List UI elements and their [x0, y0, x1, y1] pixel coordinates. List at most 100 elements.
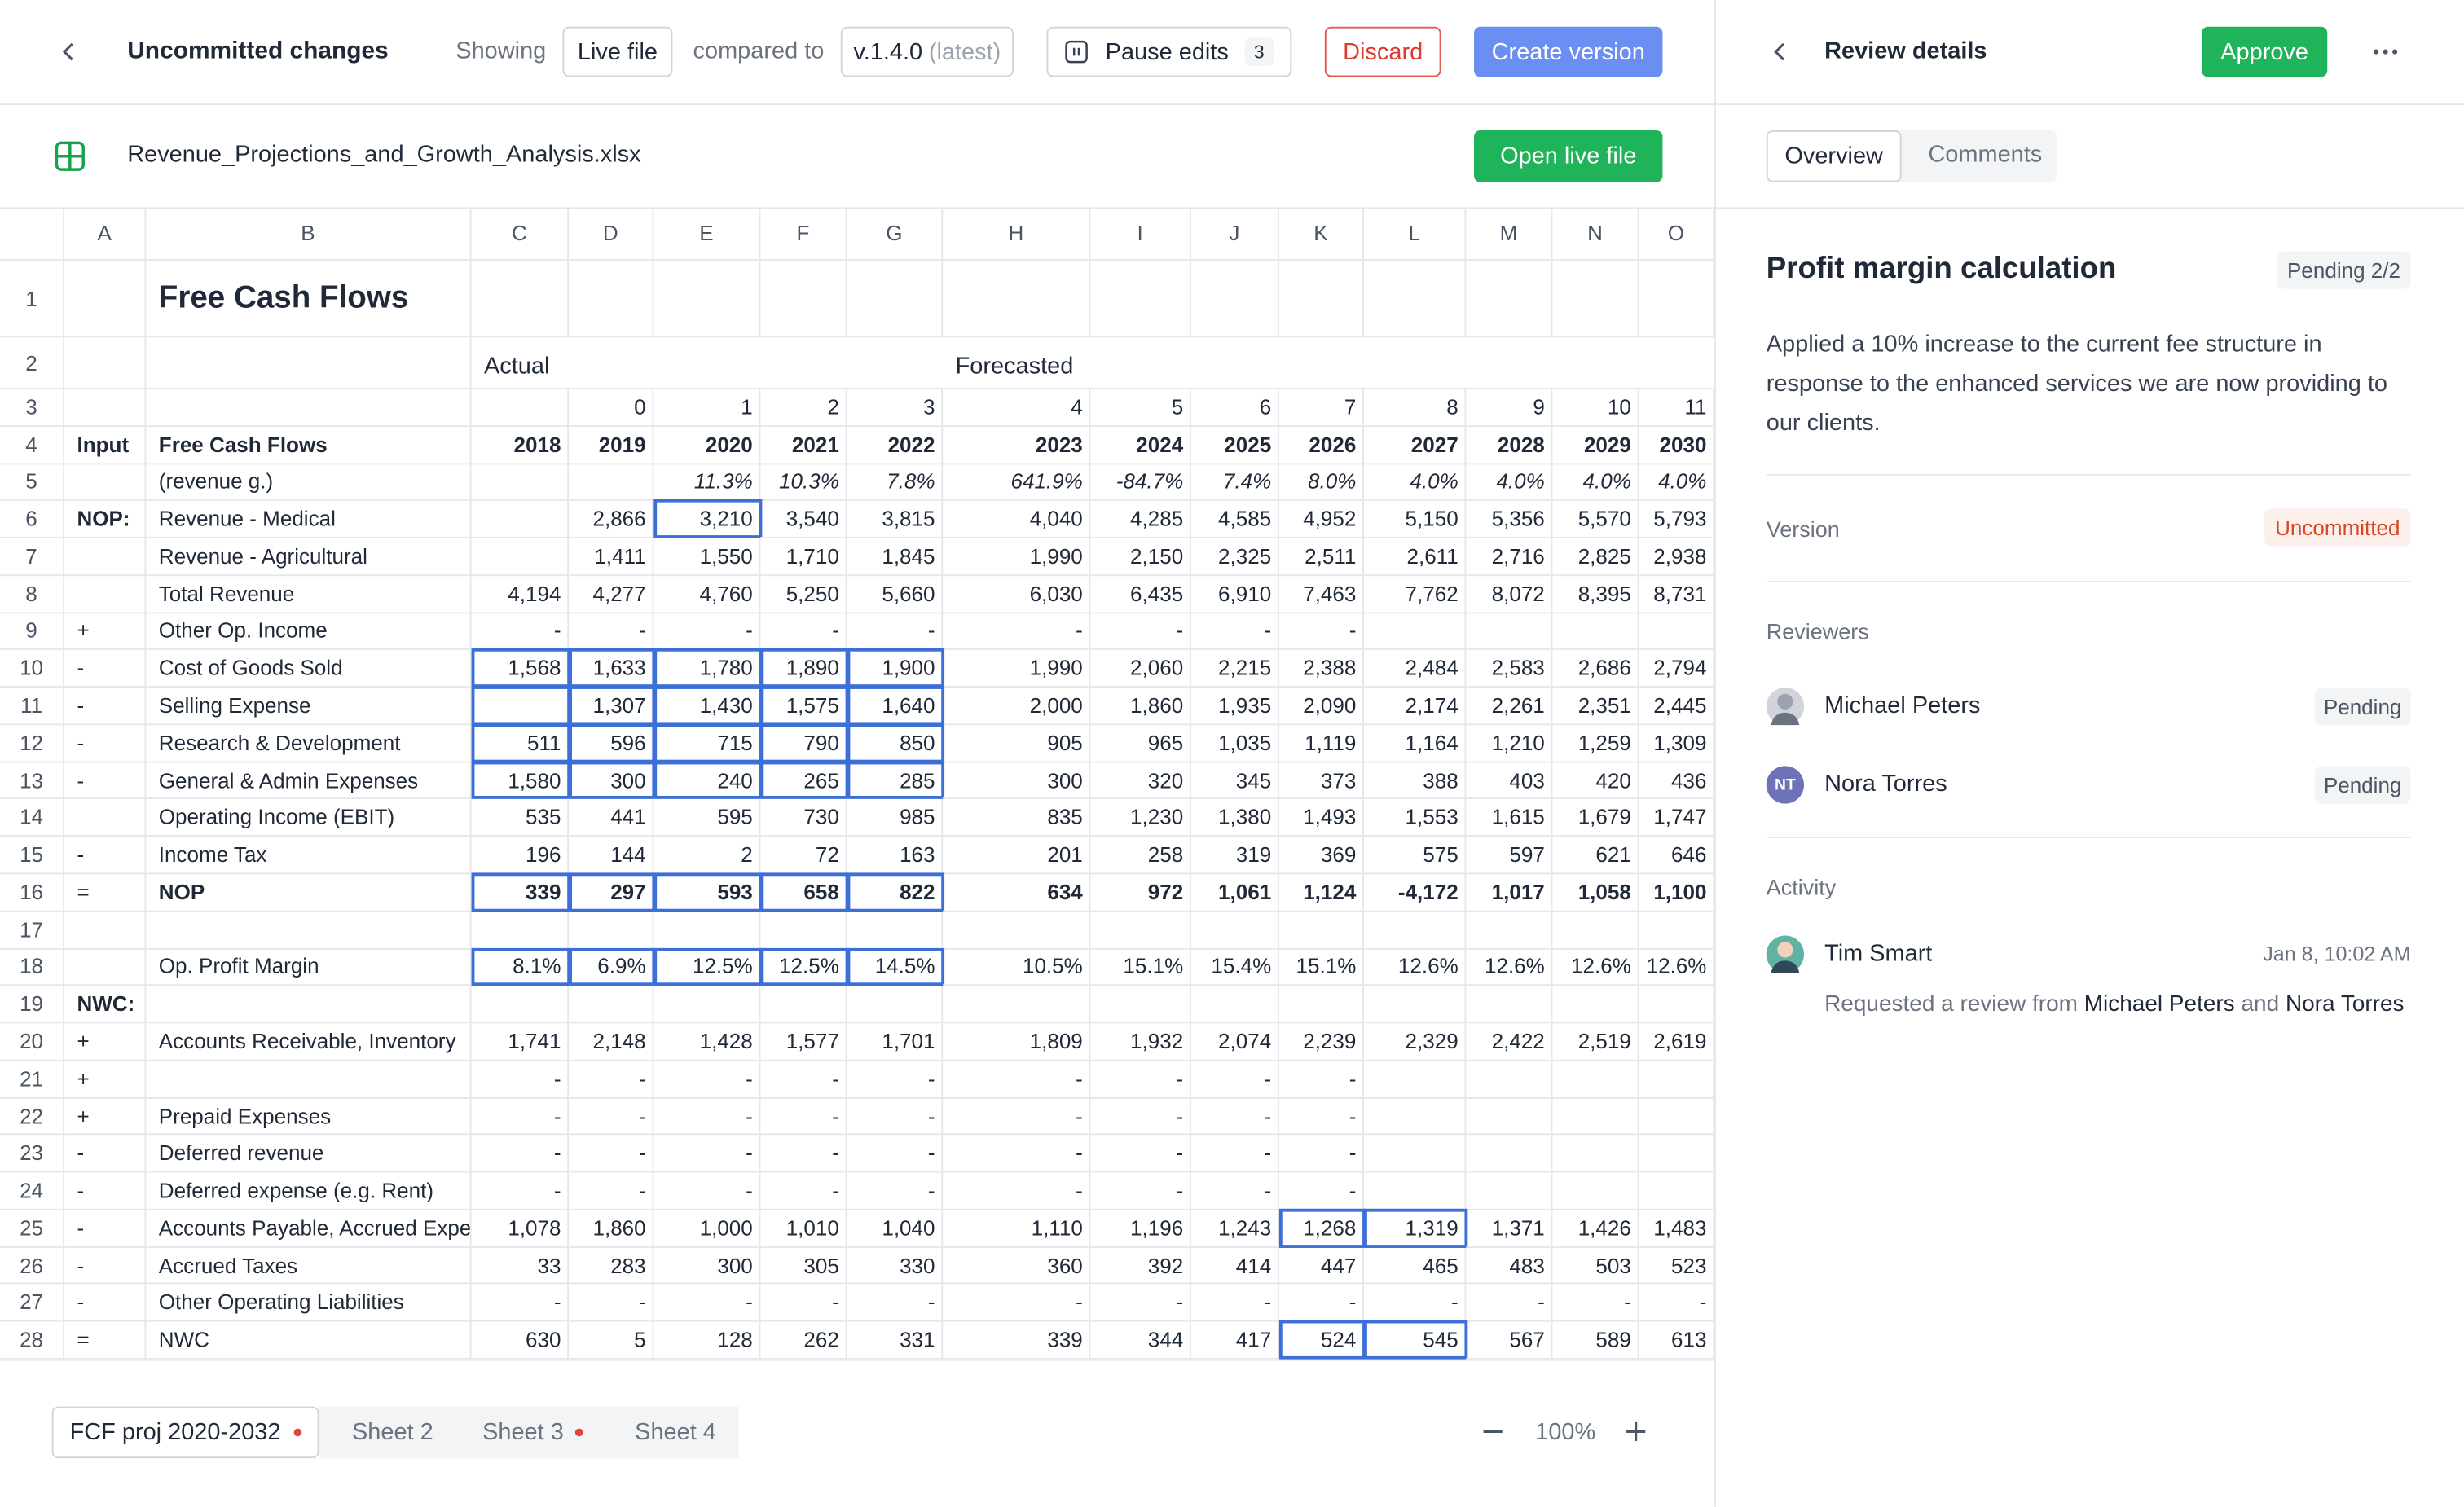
cell: 1,428	[653, 1023, 761, 1061]
cell: -	[569, 1098, 654, 1136]
version-select[interactable]: v.1.4.0 (latest)	[840, 26, 1014, 77]
cell: 1,307	[569, 688, 654, 726]
cell: -	[943, 613, 1091, 651]
create-version-button[interactable]: Create version	[1474, 26, 1663, 77]
cell: -	[847, 1061, 944, 1099]
cell: 403	[1466, 762, 1553, 800]
cell: -	[569, 1061, 654, 1099]
cell: -	[943, 1061, 1091, 1099]
cell: 7.8%	[847, 464, 944, 502]
cell: 1,035	[1190, 725, 1279, 762]
cell: 1	[653, 389, 761, 427]
cell: 144	[569, 837, 654, 875]
cell: 2,511	[1278, 538, 1365, 576]
column-header: N	[1552, 207, 1639, 261]
cell: Other Operating Liabilities	[146, 1285, 472, 1322]
cell: 8,731	[1639, 575, 1715, 613]
cell: 5	[569, 1322, 654, 1360]
cell: 12.6%	[1639, 948, 1715, 986]
zoom-out[interactable]	[1481, 1419, 1506, 1444]
cell: 369	[1278, 837, 1365, 875]
divider	[1716, 207, 2464, 209]
tab-strip	[319, 1406, 739, 1459]
cell: -	[64, 688, 147, 726]
cell: 822	[847, 874, 944, 912]
column-header: F	[760, 207, 847, 261]
cell: -	[943, 1098, 1091, 1136]
cell: 523	[1639, 1247, 1715, 1285]
cell: 297	[569, 874, 654, 912]
sheet-tab[interactable]: Sheet 2	[352, 1419, 433, 1446]
cell: 4.0%	[1466, 464, 1553, 502]
overview-tab[interactable]: Overview	[1766, 130, 1902, 182]
sheet-tab[interactable]: FCF proj 2020-2032	[51, 1406, 319, 1459]
cell: 5	[1090, 389, 1191, 427]
cell: 2,150	[1090, 538, 1191, 576]
cell	[1466, 1098, 1553, 1136]
cell	[1639, 1061, 1715, 1099]
cell: 2026	[1278, 426, 1365, 464]
pause-edits-button[interactable]: Pause edits 3	[1046, 26, 1292, 77]
cell	[1639, 986, 1715, 1024]
sheet-tab[interactable]: Sheet 4	[635, 1419, 716, 1446]
sheet-tab[interactable]: Sheet 3	[482, 1419, 564, 1446]
cell	[64, 464, 147, 502]
cell: Total Revenue	[146, 575, 472, 613]
cell: 972	[1090, 874, 1191, 912]
cell	[1639, 1172, 1715, 1210]
panel-title: Review details	[1824, 37, 1987, 65]
open-live-file-button[interactable]: Open live file	[1474, 130, 1663, 182]
row-number: 3	[0, 389, 65, 427]
row-number: 13	[0, 762, 65, 800]
live-file-button[interactable]: Live file	[562, 26, 673, 77]
cell: 1,615	[1466, 799, 1553, 837]
cell: 2,148	[569, 1023, 654, 1061]
cell: 7,762	[1364, 575, 1467, 613]
cell: 1,000	[653, 1210, 761, 1248]
approve-button[interactable]: Approve	[2201, 26, 2328, 77]
zoom-in[interactable]	[1623, 1419, 1648, 1444]
cell: -	[1090, 1098, 1191, 1136]
back-button[interactable]	[56, 39, 81, 64]
cell: 6.9%	[569, 948, 654, 986]
cell: -	[760, 1285, 847, 1322]
cell: 1,900	[847, 650, 944, 688]
cell: 4,040	[943, 501, 1091, 539]
cell	[1466, 1135, 1553, 1173]
cell	[1278, 912, 1365, 949]
cell: 1,100	[1639, 874, 1715, 912]
cell: 392	[1090, 1247, 1191, 1285]
cell: 835	[943, 799, 1091, 837]
discard-button[interactable]: Discard	[1324, 26, 1441, 77]
avatar	[1766, 935, 1805, 973]
cell: 2,351	[1552, 688, 1639, 726]
spreadsheet: A B C D E F G H I J K L M N O 1 Free Cash Flows 2 Actual Fo…	[0, 207, 1715, 1360]
cell: 4	[943, 389, 1091, 427]
comments-tab[interactable]: Comments	[1928, 141, 2043, 169]
cell: 7	[1278, 389, 1365, 427]
cell: 12.5%	[760, 948, 847, 986]
label: Live file	[577, 38, 658, 65]
text: and	[2241, 991, 2280, 1017]
cell	[1552, 1172, 1639, 1210]
cell: 1,119	[1278, 725, 1365, 762]
cell: 1,890	[760, 650, 847, 688]
sheet-icon	[55, 141, 85, 171]
cell: 345	[1190, 762, 1279, 800]
more-button[interactable]	[2369, 39, 2401, 64]
cell	[943, 912, 1091, 949]
cell: 1,575	[760, 688, 847, 726]
cell: 11	[1639, 389, 1715, 427]
version-badge: Uncommitted	[2264, 508, 2411, 547]
back-button[interactable]	[1768, 39, 1793, 64]
cell: 597	[1466, 837, 1553, 875]
cell: 593	[653, 874, 761, 912]
cell: -	[847, 1098, 944, 1136]
cell: 1,411	[569, 538, 654, 576]
count-badge: 3	[1244, 37, 1274, 66]
cell: 658	[760, 874, 847, 912]
cell: 1,259	[1552, 725, 1639, 762]
row-number: 10	[0, 650, 65, 688]
column-header: O	[1639, 207, 1715, 261]
cell: 2018	[471, 426, 570, 464]
